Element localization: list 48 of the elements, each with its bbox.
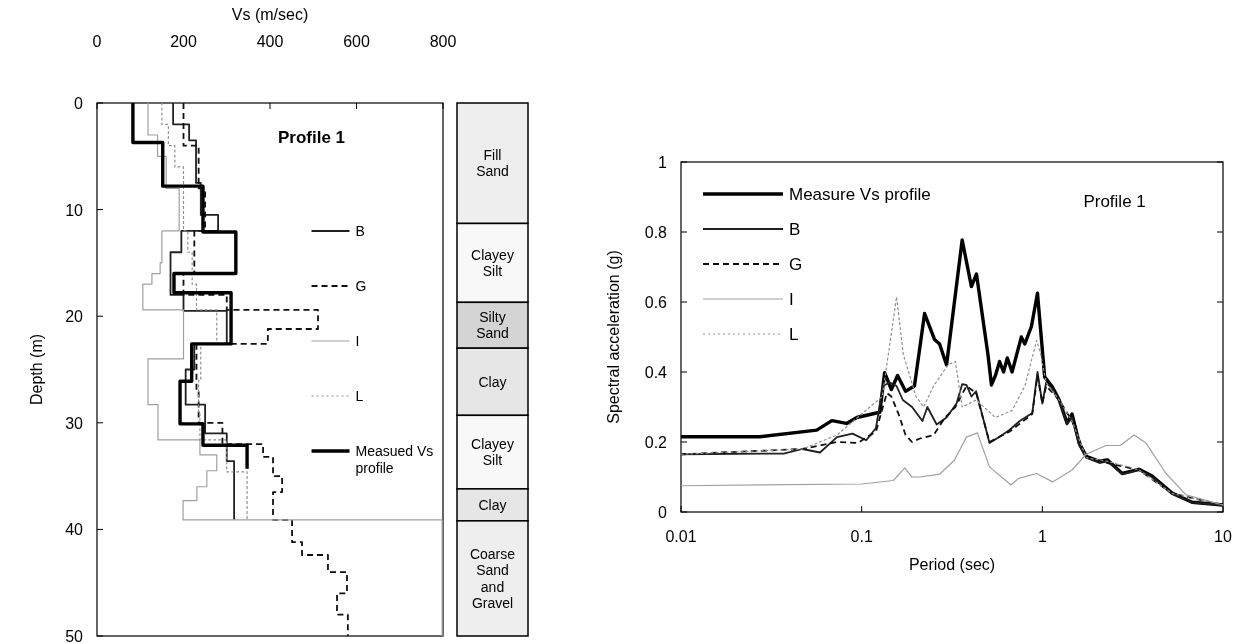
legend-label: G <box>789 255 803 275</box>
y-axis-title: Spectral acceleration (g) <box>605 250 622 424</box>
y-tick-label: 30 <box>65 414 84 432</box>
y-tick-label: 0.2 <box>644 434 668 451</box>
y-tick-label: 20 <box>65 308 84 326</box>
legend-label: L <box>355 388 364 405</box>
x-tick-label: 0 <box>92 33 102 50</box>
legend-label: I <box>355 333 360 350</box>
x-tick-label: 600 <box>343 33 370 50</box>
y-tick-label: 0.8 <box>644 224 668 241</box>
y-tick-label: 0.6 <box>644 294 668 311</box>
y-tick-label: 0 <box>658 504 668 521</box>
y-tick-label: 0.4 <box>644 364 668 381</box>
y-tick-label: 50 <box>65 628 84 644</box>
legend-label: B <box>789 220 801 240</box>
series-label: Clayey Silt <box>471 436 514 469</box>
x-tick-label: 400 <box>256 33 284 50</box>
y-axis-title: Depth (m) <box>28 333 45 406</box>
text: Profile 1 <box>1083 192 1146 211</box>
line-series <box>161 102 248 521</box>
x-tick-label: 800 <box>429 33 457 50</box>
x-axis-title: Period (sec) <box>908 556 996 573</box>
y-tick-label: 0 <box>74 95 84 112</box>
line-series <box>142 102 443 637</box>
y-tick-label: 40 <box>65 521 84 539</box>
series-label: Fill Sand <box>476 147 509 180</box>
series-label: Clay <box>478 373 507 390</box>
legend-label: Measued Vs profile <box>355 443 434 476</box>
series-label: Clayey Silt <box>471 246 514 279</box>
legend-label: G <box>355 278 367 295</box>
line-series <box>169 102 235 521</box>
x-tick-label: 0.01 <box>665 528 697 545</box>
series-label: Coarse Sand and Gravel <box>469 546 516 611</box>
legend-label: B <box>355 223 365 240</box>
line-series <box>182 102 349 637</box>
x-tick-label: 200 <box>170 33 197 50</box>
series-label: Silty Sand <box>476 309 509 342</box>
text: Profile 1 <box>277 128 346 147</box>
x-tick-label: 10 <box>1214 528 1232 545</box>
y-tick-label: 1 <box>658 154 668 171</box>
legend-label: I <box>789 290 794 310</box>
x-axis-title: Vs (m/sec) <box>231 6 309 23</box>
x-tick-label: 1 <box>1037 528 1047 545</box>
series-label: Clay <box>478 496 507 513</box>
legend-label: Measure Vs profile <box>789 185 931 205</box>
y-tick-label: 10 <box>65 201 84 219</box>
x-tick-label: 0.1 <box>850 528 873 545</box>
legend-label: L <box>789 325 799 345</box>
